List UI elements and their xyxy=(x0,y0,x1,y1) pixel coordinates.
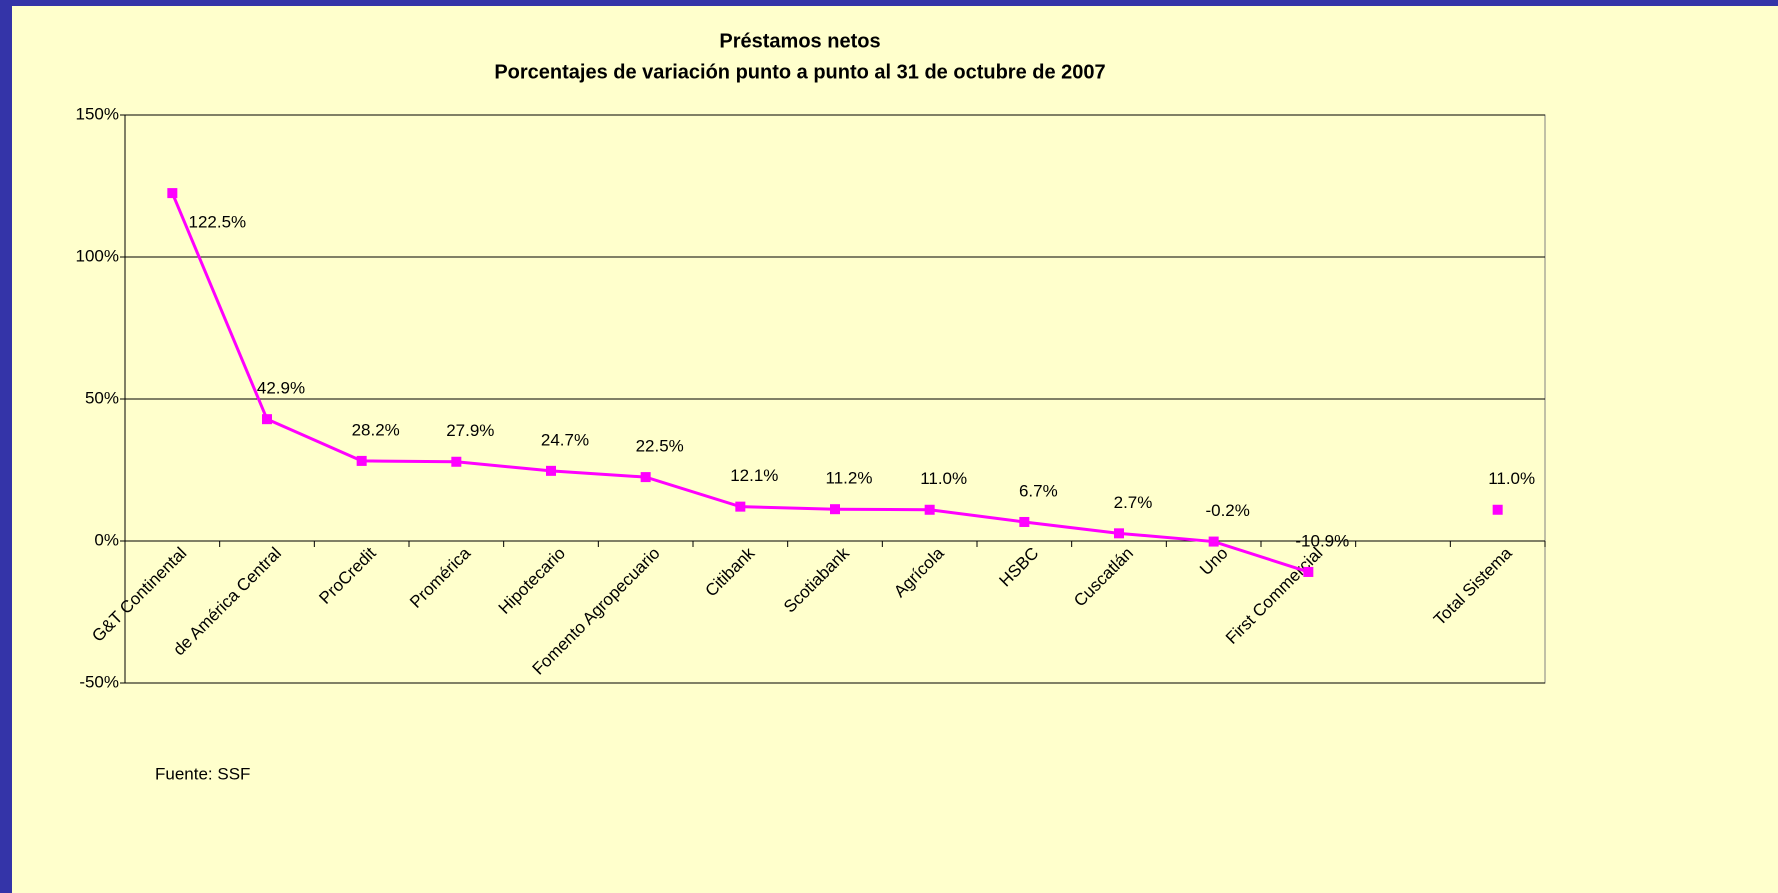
marker xyxy=(1208,536,1219,547)
marker xyxy=(451,456,462,467)
y-tick-label: 150% xyxy=(76,104,119,123)
data-label: 122.5% xyxy=(188,213,246,232)
data-label: 12.1% xyxy=(730,466,778,485)
y-tick-label: -50% xyxy=(79,672,119,691)
data-label: -10.9% xyxy=(1295,531,1349,550)
chart-title: Préstamos netos xyxy=(719,30,880,52)
source-note: Fuente: SSF xyxy=(155,764,250,783)
marker xyxy=(1019,516,1030,527)
data-label: 6.7% xyxy=(1019,481,1058,500)
marker xyxy=(735,501,746,512)
marker xyxy=(924,504,935,515)
y-tick-label: 50% xyxy=(85,388,119,407)
marker xyxy=(1303,566,1314,577)
data-label: 28.2% xyxy=(352,420,400,439)
marker xyxy=(167,188,178,199)
marker xyxy=(546,465,556,476)
data-label: 27.9% xyxy=(446,421,494,440)
marker xyxy=(1114,528,1124,539)
marker xyxy=(356,455,367,466)
y-tick-label: 100% xyxy=(76,246,119,265)
data-label: 42.9% xyxy=(257,379,305,398)
marker xyxy=(640,472,651,483)
data-label: 22.5% xyxy=(636,437,684,456)
chart-subtitle: Porcentajes de variación punto a punto a… xyxy=(494,61,1105,83)
y-tick-label: 0% xyxy=(94,530,119,549)
data-label: 11.0% xyxy=(920,469,967,488)
marker xyxy=(262,414,272,425)
marker xyxy=(830,504,840,515)
data-label: 2.7% xyxy=(1114,493,1153,512)
marker xyxy=(1492,504,1503,515)
data-label: -0.2% xyxy=(1205,501,1249,520)
data-label: 11.0% xyxy=(1488,469,1535,488)
data-label: 11.2% xyxy=(826,469,873,488)
data-label: 24.7% xyxy=(541,430,589,449)
